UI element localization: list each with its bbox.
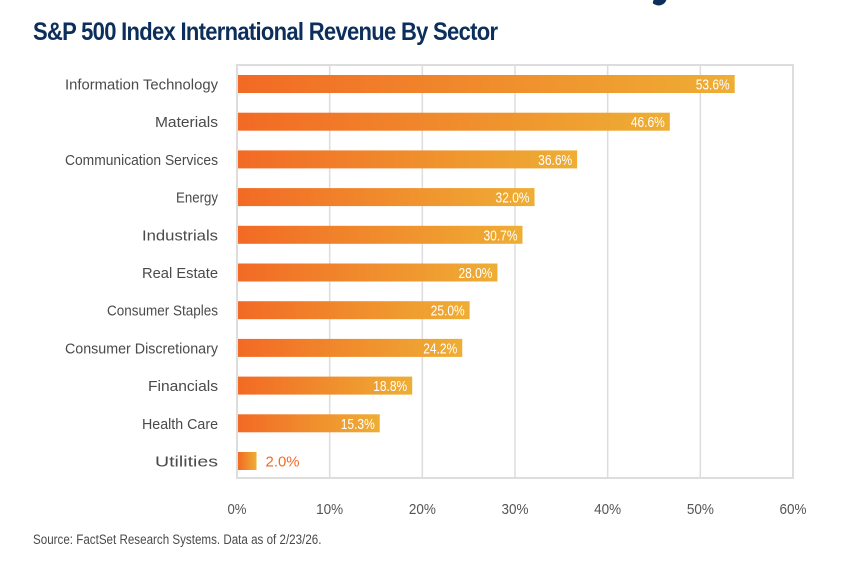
category-label: Health Care <box>142 416 218 433</box>
category-label: Communication Services <box>65 152 218 169</box>
value-label: 32.0% <box>496 191 530 207</box>
bar <box>238 112 670 131</box>
grid-layer <box>236 64 794 479</box>
bar <box>238 150 578 169</box>
bar <box>238 225 523 244</box>
category-label: Consumer Discretionary <box>65 340 218 357</box>
value-label: 25.0% <box>431 304 465 320</box>
bar-layer: 53.6% 46.6% 36.6% 32.0% 30.7% 28.0% 25.0% 24.2%… <box>238 75 735 471</box>
source-note: Source: FactSet Research Systems. Data a… <box>33 532 322 547</box>
bar <box>238 452 257 470</box>
value-label: 2.0% <box>266 455 300 471</box>
bar <box>238 263 498 282</box>
category-label: Consumer Staples <box>107 303 218 320</box>
value-label: 15.3% <box>341 417 375 433</box>
x-tick-label: 10% <box>316 501 343 518</box>
category-label: Information Technology <box>65 77 218 94</box>
value-label: 53.6% <box>696 78 730 94</box>
category-label: Real Estate <box>142 265 218 282</box>
category-label: Utilities <box>155 454 218 471</box>
chart-title: S&P 500 Index International Revenue By S… <box>33 18 498 46</box>
x-tick-label: 60% <box>780 501 807 518</box>
x-tick-label: 40% <box>594 501 621 518</box>
bar <box>238 414 380 433</box>
bar <box>238 376 413 395</box>
x-tick-label: 50% <box>687 501 714 518</box>
value-label: 28.0% <box>458 266 492 282</box>
category-label: Energy <box>176 190 218 207</box>
x-tick-label: 0% <box>228 501 247 518</box>
bar <box>238 338 463 357</box>
value-label: 18.8% <box>373 379 407 395</box>
bar <box>238 301 470 320</box>
value-label: 46.6% <box>631 115 665 131</box>
category-label: Materials <box>155 114 218 131</box>
value-label: 36.6% <box>538 153 572 169</box>
category-label: Financials <box>148 378 218 395</box>
x-tick-label: 20% <box>409 501 436 518</box>
category-labels: Information Technology Materials Communica… <box>65 77 218 471</box>
value-label: 24.2% <box>423 341 457 357</box>
bar <box>238 188 535 207</box>
x-tick-label: 30% <box>502 501 529 518</box>
bar <box>238 75 735 93</box>
x-tick-labels: 0% 10% 20% 30% 40% 50% 60% <box>228 501 807 518</box>
category-label: Industrials <box>142 227 218 244</box>
value-label: 30.7% <box>483 228 517 244</box>
